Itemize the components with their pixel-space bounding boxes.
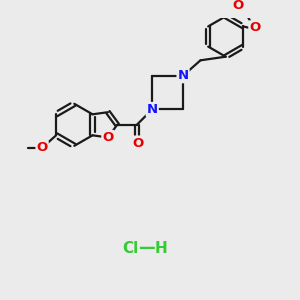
Text: O: O bbox=[249, 21, 261, 34]
Text: O: O bbox=[37, 141, 48, 154]
Text: N: N bbox=[147, 103, 158, 116]
Text: Cl: Cl bbox=[122, 241, 139, 256]
Text: —: — bbox=[138, 239, 155, 257]
Text: H: H bbox=[155, 241, 168, 256]
Text: O: O bbox=[132, 136, 144, 149]
Text: O: O bbox=[233, 0, 244, 12]
Text: O: O bbox=[102, 131, 114, 144]
Text: N: N bbox=[178, 69, 189, 82]
